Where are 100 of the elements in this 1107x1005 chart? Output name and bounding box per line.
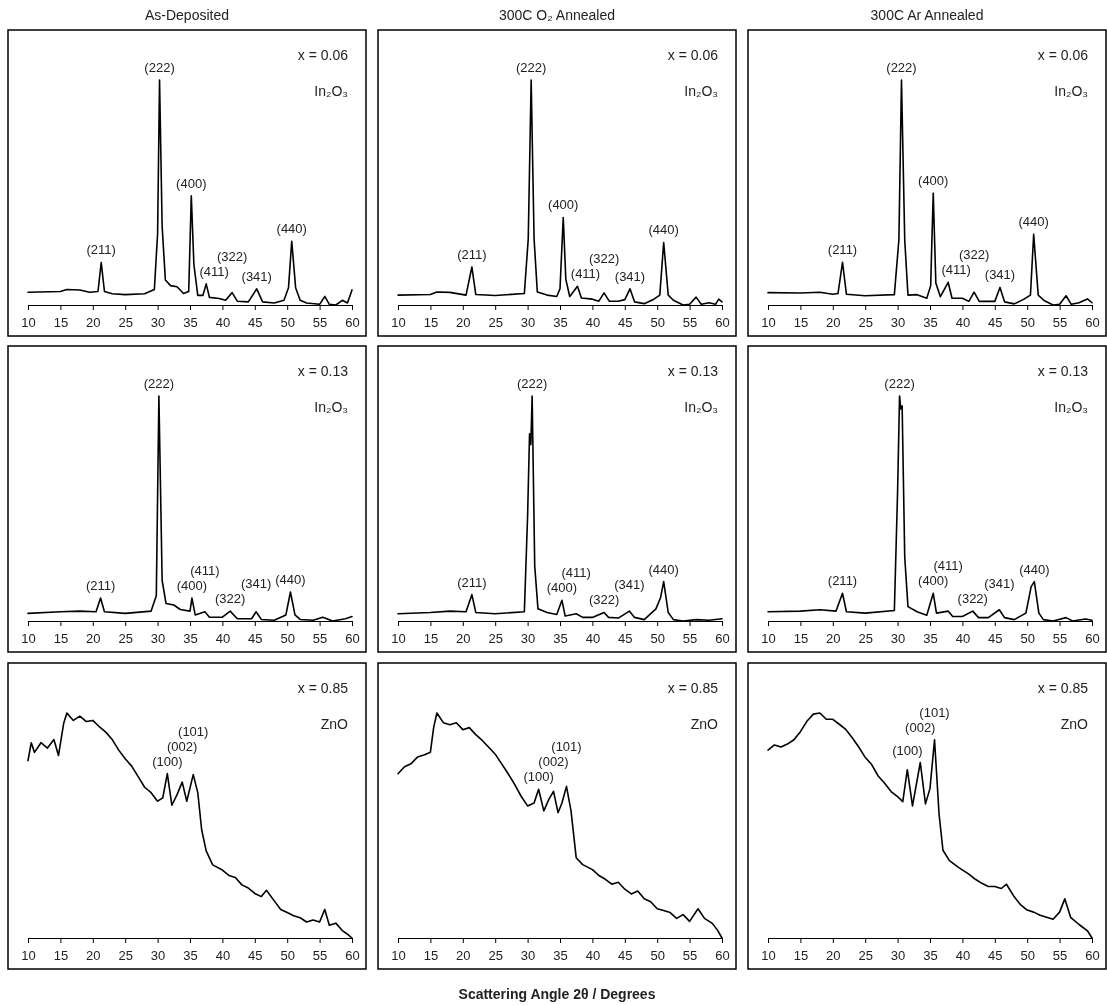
annotation: (211): [457, 574, 487, 590]
x-tick-label: 40: [215, 631, 231, 647]
x-tick-label: 60: [1085, 948, 1100, 964]
x-tick-label: 10: [761, 948, 776, 964]
x-tick-label: 10: [761, 631, 776, 647]
annotation: (440): [1019, 561, 1050, 577]
x-tick-label: 20: [86, 948, 101, 964]
annotation: (002): [538, 754, 569, 770]
x-tick-label: 50: [1020, 631, 1035, 647]
x-tick-label: 15: [53, 631, 69, 647]
x-tick-label: 40: [955, 948, 971, 964]
x-tick-label: 40: [585, 948, 601, 964]
x-tick-label: 40: [585, 631, 601, 647]
annotation: (411): [199, 263, 229, 279]
text: x = 0.13: [1037, 363, 1089, 379]
x-tick-label: 60: [345, 631, 360, 647]
annotation: ZnO: [1060, 716, 1089, 732]
annotation: (100): [152, 753, 183, 769]
x-tick-label: 35: [553, 631, 568, 647]
annotation: (211): [457, 246, 487, 262]
x-tick-label: 30: [520, 315, 536, 331]
annotation: (222): [143, 376, 175, 391]
annotation: (211): [827, 573, 858, 589]
annotation: (400): [918, 173, 949, 189]
x-tick-label: 35: [923, 948, 938, 964]
x-tick-label: 60: [715, 948, 730, 964]
annotation: (400): [548, 197, 579, 213]
x-tick-label: 10: [761, 315, 776, 331]
x-tick-label: 55: [682, 631, 698, 647]
annotation: (322): [215, 591, 246, 607]
annotation: (400): [176, 175, 207, 191]
x-tick-label: 45: [618, 631, 633, 647]
x-tick-label: 40: [585, 315, 601, 331]
annotation: (322): [957, 591, 988, 607]
x-tick-label: 50: [280, 948, 295, 964]
annotation: (440): [1018, 214, 1049, 230]
x-tick-label: 35: [923, 315, 938, 331]
annotation: In₂O₃: [1054, 399, 1088, 415]
x-tick-label: 25: [858, 948, 873, 964]
x-tick-label: 40: [955, 315, 971, 331]
x-tick-label: 20: [456, 315, 471, 331]
x-tick-label: 30: [890, 315, 906, 331]
x-tick-label: 20: [826, 948, 841, 964]
x-tick-label: 25: [488, 948, 503, 964]
annotation: (101): [178, 723, 209, 739]
x-tick-label: 50: [280, 631, 295, 647]
x-tick-label: 35: [923, 631, 938, 647]
x-tick-label: 60: [345, 948, 360, 964]
annotation: In₂O₃: [314, 83, 348, 99]
annotation: (322): [588, 251, 620, 267]
annotation: ZnO: [320, 716, 349, 732]
x-tick-label: 45: [988, 315, 1003, 331]
annotation: (341): [240, 576, 272, 592]
annotation: In₂O₃: [684, 399, 718, 415]
x-tick-label: 25: [488, 631, 503, 647]
x-tick-label: 60: [715, 631, 730, 647]
text: x = 0.85: [667, 680, 719, 696]
annotation: (341): [241, 268, 272, 284]
chart-title: 300C Ar Annealed: [870, 7, 984, 23]
x-tick-label: 30: [520, 948, 536, 964]
annotation: (322): [588, 592, 620, 608]
x-tick-label: 60: [1085, 315, 1100, 331]
x-tick-label: 45: [618, 315, 633, 331]
annotation: (211): [827, 242, 858, 258]
x-tick-label: 20: [826, 315, 841, 331]
x-tick-label: 20: [456, 631, 471, 647]
x-tick-label: 10: [391, 631, 406, 647]
annotation: (101): [551, 739, 582, 755]
x-tick-label: 45: [618, 948, 633, 964]
annotation: (100): [523, 769, 554, 785]
annotation: (341): [984, 267, 1016, 283]
annotation: (322): [216, 248, 248, 264]
text: x = 0.06: [297, 47, 349, 63]
x-tick-label: 30: [150, 948, 166, 964]
x-tick-label: 15: [53, 315, 69, 331]
x-tick-label: 45: [248, 631, 263, 647]
x-tick-label: 50: [650, 948, 665, 964]
x-tick-label: 50: [650, 631, 665, 647]
annotation: (002): [167, 738, 198, 754]
x-tick-label: 45: [248, 315, 263, 331]
x-tick-label: 30: [150, 315, 166, 331]
x-tick-label: 40: [215, 315, 231, 331]
x-tick-label: 10: [21, 948, 36, 964]
x-tick-label: 30: [890, 631, 906, 647]
annotation: (341): [984, 576, 1015, 592]
annotation: (440): [275, 571, 306, 587]
x-tick-label: 60: [345, 315, 360, 331]
x-tick-label: 40: [955, 631, 971, 647]
x-tick-label: 10: [21, 631, 36, 647]
x-tick-label: 55: [682, 315, 698, 331]
x-tick-label: 60: [715, 315, 730, 331]
annotation: (222): [516, 376, 548, 391]
annotation: (411): [561, 565, 591, 581]
x-tick-label: 20: [86, 315, 101, 331]
annotation: (411): [941, 262, 971, 278]
annotation: In₂O₃: [684, 83, 718, 99]
x-tick-label: 35: [183, 948, 198, 964]
x-tick-label: 55: [682, 948, 698, 964]
text: x = 0.85: [1037, 680, 1089, 696]
annotation: (400): [918, 573, 949, 589]
